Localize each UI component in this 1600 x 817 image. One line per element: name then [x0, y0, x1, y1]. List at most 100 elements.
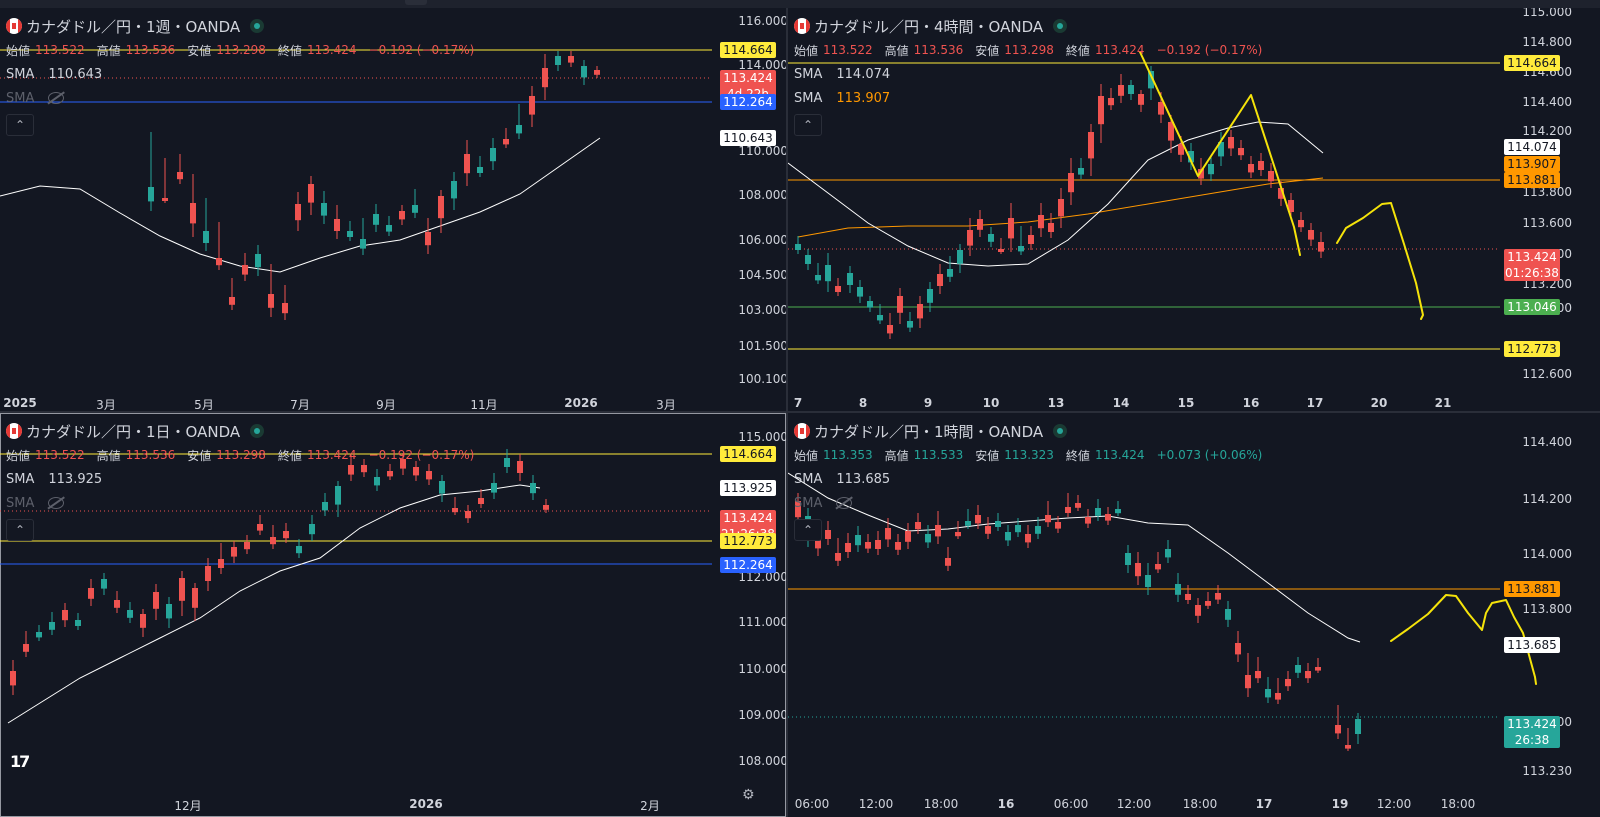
sma-legend-row[interactable]: SMA 110.643: [6, 66, 103, 82]
sma-legend-row[interactable]: SMA: [6, 491, 482, 515]
pane-separator-horizontal[interactable]: [0, 411, 1600, 413]
time-axis-label: 11月: [470, 398, 498, 411]
symbol-title[interactable]: カナダドル／円・1日・OANDA: [26, 422, 241, 441]
candle: [1125, 545, 1131, 573]
candle: [127, 602, 133, 623]
chart-canvas[interactable]: [788, 8, 1600, 411]
trend-drawing[interactable]: [1336, 202, 1424, 320]
candle: [400, 453, 406, 475]
price-tag: 114.664: [720, 42, 776, 58]
sma-legend-row[interactable]: SMA: [794, 491, 1270, 515]
candle: [268, 264, 274, 317]
collapse-legend-button[interactable]: ⌃: [6, 114, 34, 136]
candle: [867, 296, 873, 312]
sma-line[interactable]: [788, 121, 1324, 267]
candle: [1048, 213, 1054, 238]
candle: [23, 631, 29, 657]
candle: [373, 204, 379, 232]
price-tag: 113.046: [1504, 299, 1560, 315]
time-axis-label: 17: [1255, 797, 1273, 811]
sma-legend-row[interactable]: SMA 113.685: [794, 471, 891, 487]
collapse-legend-button[interactable]: ⌃: [794, 519, 822, 541]
candle: [887, 313, 893, 339]
chart-pane-1h[interactable]: カナダドル／円・1時間・OANDA 始値 113.353 高値 113.533 安値 113…: [788, 413, 1600, 817]
sma-legend-row[interactable]: SMA: [6, 86, 482, 110]
time-axis-label: 7月: [290, 398, 310, 411]
candle: [360, 218, 366, 255]
candle: [1055, 516, 1061, 533]
candle: [947, 256, 953, 282]
price-axis-label: 101.500: [738, 339, 786, 353]
chart-pane-4h[interactable]: カナダドル／円・4時間・OANDA 始値 113.522 高値 113.536 安値 113…: [788, 8, 1600, 411]
sma-line[interactable]: [7, 484, 541, 724]
chart-canvas[interactable]: [0, 8, 786, 411]
candle: [1015, 518, 1021, 537]
candle: [1005, 525, 1011, 546]
tradingview-logo[interactable]: 17: [10, 752, 30, 771]
candle: [1145, 563, 1151, 595]
hidden-eye-icon[interactable]: [836, 497, 853, 509]
candle: [945, 547, 951, 571]
price-axis-label: 108.000: [738, 754, 786, 768]
candle: [1345, 728, 1351, 751]
top-tab[interactable]: [405, 0, 427, 5]
time-axis-label: 2月: [640, 799, 660, 813]
time-axis-label: 9: [923, 396, 933, 410]
price-axis-label: 114.800: [1522, 35, 1572, 49]
symbol-title[interactable]: カナダドル／円・1週・OANDA: [26, 17, 241, 36]
price-tag: 113.881: [1504, 172, 1560, 188]
trend-drawing[interactable]: [1390, 594, 1537, 685]
chart-pane-daily[interactable]: カナダドル／円・1日・OANDA 始値 113.522 高値 113.536 安値 113.…: [0, 413, 786, 817]
candle: [1058, 188, 1064, 228]
collapse-legend-button[interactable]: ⌃: [794, 114, 822, 136]
hidden-eye-icon[interactable]: [48, 497, 65, 509]
trend-drawing[interactable]: [1139, 51, 1301, 256]
time-axis-label: 12:00: [1376, 797, 1412, 811]
sma-line-orange[interactable]: [797, 177, 1324, 238]
candle: [413, 461, 419, 481]
candle: [1068, 158, 1074, 205]
sma-legend-row[interactable]: SMA 113.925: [6, 471, 103, 487]
price-axis-label: 108.000: [738, 188, 786, 202]
candle: [1088, 124, 1094, 176]
chart-canvas[interactable]: [788, 413, 1600, 817]
market-open-icon: [250, 19, 265, 33]
symbol-title[interactable]: カナダドル／円・1時間・OANDA: [814, 422, 1044, 441]
candle: [270, 525, 276, 549]
price-axis-label: 110.000: [738, 662, 786, 676]
time-axis-label: 16: [997, 797, 1015, 811]
price-axis-label: 100.100: [738, 372, 786, 386]
candle: [1095, 499, 1101, 521]
candle: [1035, 517, 1041, 539]
price-axis-label: 109.000: [738, 708, 786, 722]
candle: [179, 571, 185, 616]
candle: [140, 609, 146, 637]
sma-line[interactable]: [0, 137, 601, 273]
candle: [192, 583, 198, 621]
candle: [865, 534, 871, 553]
candle: [101, 573, 107, 595]
candle: [1208, 156, 1214, 181]
candle: [75, 613, 81, 630]
candle: [1248, 156, 1254, 178]
chart-pane-weekly[interactable]: カナダドル／円・1週・OANDA 始値 113.522 高値 113.536 安値 113.…: [0, 8, 786, 411]
gear-icon[interactable]: ⚙: [742, 787, 755, 803]
ohlc-values: 始値 113.522 高値 113.536 安値 113.298 終値 113.424 −0.1…: [6, 43, 475, 58]
candle: [935, 511, 941, 544]
hidden-eye-icon[interactable]: [48, 92, 65, 104]
price-tag: 114.664: [720, 446, 776, 462]
collapse-legend-button[interactable]: ⌃: [6, 519, 34, 541]
time-axis-label: 9月: [376, 398, 396, 411]
price-axis-label: 114.000: [1522, 547, 1572, 561]
candle: [1165, 540, 1171, 563]
chart-canvas[interactable]: [0, 413, 786, 817]
candle: [1148, 66, 1154, 100]
time-axis-label: 12:00: [1116, 797, 1152, 811]
candle: [855, 526, 861, 552]
price-axis-label: 115.000: [1522, 8, 1572, 19]
sma-legend-row[interactable]: SMA 113.907: [794, 90, 891, 106]
sma-legend-row[interactable]: SMA 114.074: [794, 66, 891, 82]
candle: [1195, 598, 1201, 623]
symbol-title[interactable]: カナダドル／円・4時間・OANDA: [814, 17, 1044, 36]
candle: [490, 138, 496, 170]
